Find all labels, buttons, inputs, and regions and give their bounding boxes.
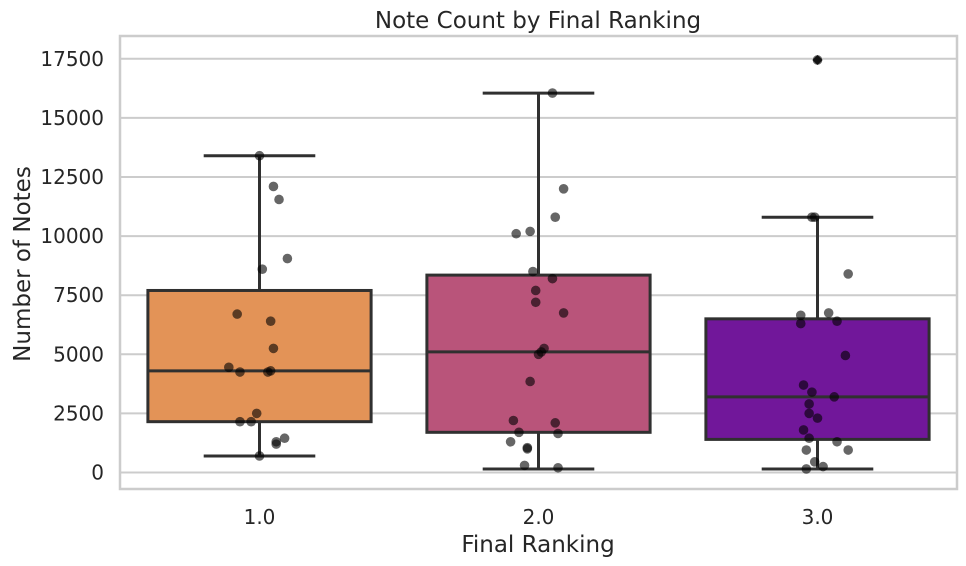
data-point bbox=[809, 212, 820, 222]
data-point bbox=[840, 350, 851, 361]
data-point bbox=[251, 408, 262, 419]
data-point bbox=[804, 433, 814, 444]
data-point bbox=[511, 228, 521, 239]
data-point bbox=[550, 418, 561, 428]
data-point bbox=[550, 212, 561, 222]
x-axis-title: Final Ranking bbox=[461, 532, 614, 558]
data-point bbox=[525, 376, 535, 387]
data-point bbox=[254, 451, 265, 461]
boxes bbox=[146, 54, 931, 471]
y-axis-title: Number of Notes bbox=[10, 166, 36, 362]
tick-labels: 0 2500 5000 7500 10000 12500 15000 17500 1.0 2.0 3… bbox=[40, 47, 833, 529]
data-point bbox=[818, 461, 828, 472]
data-point bbox=[558, 308, 569, 318]
data-point bbox=[514, 427, 524, 438]
data-point bbox=[804, 408, 814, 419]
y-tick-label: 10000 bbox=[40, 224, 104, 248]
data-point bbox=[843, 269, 853, 279]
data-point bbox=[525, 226, 535, 237]
data-point bbox=[547, 273, 558, 284]
y-tick-label: 15000 bbox=[40, 106, 104, 130]
data-point bbox=[807, 387, 817, 397]
data-point bbox=[795, 318, 806, 329]
data-point bbox=[547, 88, 558, 98]
data-point bbox=[282, 253, 293, 264]
data-point bbox=[265, 316, 276, 327]
data-point bbox=[271, 439, 282, 449]
data-point bbox=[530, 297, 541, 308]
data-point bbox=[801, 445, 812, 455]
plot-frame bbox=[118, 34, 959, 491]
chart-title: Note Count by Final Ranking bbox=[375, 8, 701, 34]
box-iqr bbox=[146, 288, 373, 424]
data-point bbox=[843, 445, 853, 455]
y-tick-label: 7500 bbox=[53, 283, 104, 307]
y-tick-label: 2500 bbox=[53, 401, 104, 425]
data-point bbox=[508, 415, 519, 426]
data-point bbox=[274, 194, 284, 205]
data-point bbox=[823, 308, 834, 318]
data-point bbox=[530, 285, 541, 296]
data-point bbox=[279, 433, 290, 444]
y-tick-label: 12500 bbox=[40, 165, 104, 189]
data-point bbox=[832, 316, 842, 327]
data-point bbox=[522, 444, 533, 454]
data-point bbox=[829, 392, 840, 402]
data-point bbox=[798, 380, 809, 390]
data-point bbox=[505, 436, 516, 447]
data-point bbox=[553, 428, 563, 439]
data-point bbox=[528, 266, 538, 277]
data-point bbox=[804, 399, 814, 409]
data-point bbox=[246, 416, 256, 427]
x-tick-label: 2.0 bbox=[523, 505, 555, 529]
data-point bbox=[553, 462, 563, 473]
data-point bbox=[268, 181, 279, 192]
x-tick-label: 3.0 bbox=[802, 505, 834, 529]
data-point bbox=[795, 310, 806, 321]
data-point bbox=[832, 436, 842, 447]
data-point bbox=[232, 309, 242, 319]
data-point bbox=[809, 457, 820, 467]
data-point bbox=[536, 347, 547, 357]
data-point bbox=[235, 367, 245, 377]
data-point bbox=[558, 184, 569, 194]
y-tick-label: 17500 bbox=[40, 47, 104, 71]
x-tick-label: 1.0 bbox=[244, 505, 276, 529]
data-point bbox=[235, 416, 245, 427]
data-point bbox=[801, 464, 812, 474]
data-point bbox=[812, 55, 823, 65]
data-point bbox=[224, 362, 234, 373]
data-point bbox=[257, 264, 268, 274]
axes-frame bbox=[118, 34, 959, 491]
data-point bbox=[268, 343, 279, 354]
data-point bbox=[798, 425, 809, 435]
data-point bbox=[519, 460, 530, 471]
data-point bbox=[265, 366, 276, 376]
data-point bbox=[812, 413, 823, 423]
strip-points bbox=[224, 55, 853, 474]
data-point bbox=[254, 150, 265, 161]
y-tick-label: 5000 bbox=[53, 342, 104, 366]
y-tick-label: 0 bbox=[91, 461, 104, 485]
